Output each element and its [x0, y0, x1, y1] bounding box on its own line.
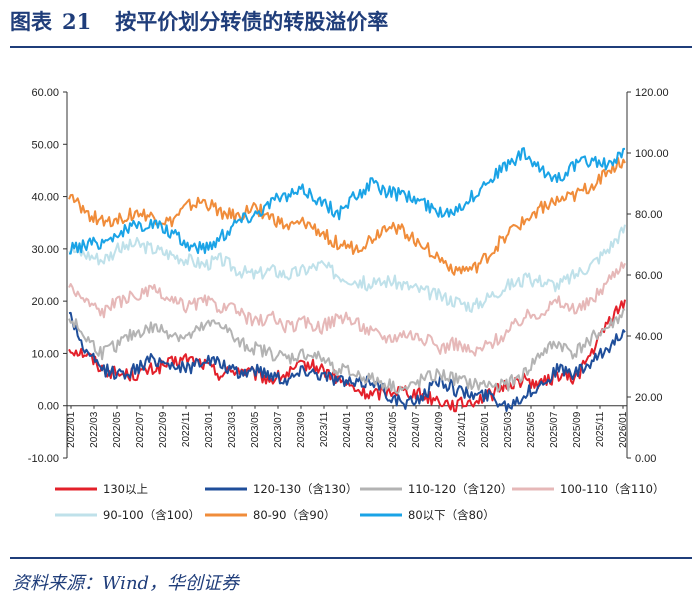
- legend-label: 130以上: [103, 482, 148, 496]
- chart-lines: [68, 147, 626, 413]
- figure-title: 图表 21 按平价划分转债的转股溢价率: [10, 6, 388, 36]
- x-tick-label: 2022/07: [135, 411, 146, 448]
- x-tick-label: 2024/03: [365, 411, 376, 448]
- series-line: [68, 157, 626, 276]
- x-tick-label: 2023/03: [227, 411, 238, 448]
- x-tick-label: 2023/09: [296, 411, 307, 448]
- x-tick-label: 2025/05: [526, 411, 537, 448]
- x-tick-label: 2022/01: [66, 411, 77, 448]
- y-right-tick-label: 60.00: [635, 270, 663, 282]
- y-right-tick-label: 20.00: [635, 392, 663, 404]
- y-left-tick-label: 60.00: [31, 87, 59, 99]
- x-tick-label: 2025/03: [503, 411, 514, 448]
- legend-label: 120-130（含130）: [253, 482, 358, 496]
- x-tick-label: 2022/03: [89, 411, 100, 448]
- figure-title-text: 按平价划分转债的转股溢价率: [115, 9, 389, 34]
- y-left-tick-label: 0.00: [38, 401, 59, 413]
- legend-label: 90-100（含100）: [103, 508, 200, 522]
- y-left-tick-label: 20.00: [31, 296, 59, 308]
- y-right-tick-label: 100.00: [635, 148, 669, 160]
- series-line: [68, 147, 625, 255]
- x-tick-label: 2024/01: [342, 411, 353, 448]
- x-tick-label: 2024/09: [434, 411, 445, 448]
- legend-label: 110-120（含120）: [408, 482, 513, 496]
- y-left-tick-label: 40.00: [31, 192, 59, 204]
- y-right-tick-label: 40.00: [635, 331, 663, 343]
- x-tick-label: 2024/07: [411, 411, 422, 448]
- x-tick-label: 2026/01: [618, 411, 629, 448]
- y-left-tick-label: 10.00: [31, 348, 59, 360]
- x-tick-label: 2022/11: [181, 411, 192, 447]
- x-tick-label: 2024/11: [457, 411, 468, 447]
- series-line: [68, 308, 626, 394]
- x-tick-label: 2022/05: [112, 411, 123, 448]
- series-line: [68, 224, 626, 313]
- x-tick-label: 2024/05: [388, 411, 399, 448]
- y-right-tick-label: 80.00: [635, 209, 663, 221]
- x-tick-label: 2025/11: [595, 411, 606, 447]
- x-tick-label: 2023/11: [319, 411, 330, 447]
- figure-number: 21: [62, 9, 92, 34]
- series-line: [68, 311, 626, 412]
- x-tick-label: 2022/09: [158, 411, 169, 448]
- chart-legend: 130以上 120-130（含130） 110-120（含120） 100-110（含…: [55, 482, 665, 522]
- legend-label: 100-110（含110）: [560, 482, 665, 496]
- y-left-tick-label: -10.00: [28, 453, 59, 465]
- series-line: [68, 261, 626, 357]
- x-tick-label: 2023/07: [273, 411, 284, 448]
- bottom-divider: [10, 557, 692, 559]
- x-tick-label: 2025/01: [480, 411, 491, 448]
- y-left-tick-label: 50.00: [31, 139, 59, 151]
- line-chart: -10.00 0.00 10.00 20.00 30.00 40.00 50.00 60.00…: [28, 87, 669, 522]
- top-divider: [10, 46, 692, 48]
- x-tick-label: 2023/05: [250, 411, 261, 448]
- figure-label: 图表: [10, 9, 52, 34]
- x-tick-label: 2025/07: [549, 411, 560, 448]
- x-tick-label: 2023/01: [204, 411, 215, 448]
- chart-axes: -10.00 0.00 10.00 20.00 30.00 40.00 50.00 60.00…: [28, 87, 669, 465]
- x-tick-label: 2025/09: [572, 411, 583, 448]
- source-note: 资料来源：Wind，华创证券: [12, 573, 240, 594]
- legend-label: 80以下（含80）: [408, 508, 495, 522]
- y-right-tick-label: 120.00: [635, 87, 669, 99]
- legend-label: 80-90（含90）: [253, 508, 336, 522]
- y-right-tick-label: 0.00: [635, 453, 656, 465]
- y-left-tick-label: 30.00: [31, 244, 59, 256]
